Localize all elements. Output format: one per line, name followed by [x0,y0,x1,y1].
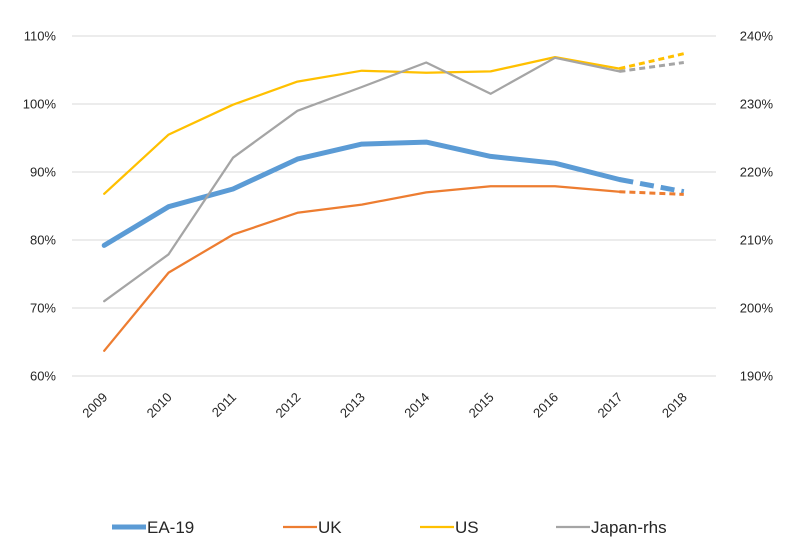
left-tick-label: 80% [30,233,56,248]
x-tick-label: 2012 [272,390,303,421]
legend-label: EA-19 [147,518,194,537]
left-tick-label: 60% [30,369,56,384]
right-tick-label: 230% [740,97,774,112]
series-line-japan-rhs [103,56,621,303]
legend: EA-19 UK US Japan-rhs [112,518,667,537]
left-tick-label: 90% [30,165,56,180]
series-projection-uk [619,190,684,196]
right-tick-label: 220% [740,165,774,180]
x-tick-label: 2016 [530,390,561,421]
x-tick-label: 2013 [337,390,368,421]
series-projection-japan-rhs [619,61,685,73]
series-line-us [103,55,621,195]
right-tick-label: 210% [740,233,774,248]
legend-label: UK [318,518,342,537]
legend-label: Japan-rhs [591,518,667,537]
series-line-uk [103,185,621,352]
right-y-axis: 190% 200% 210% 220% 230% 240% [740,29,774,384]
x-tick-label: 2011 [209,390,239,420]
x-tick-label: 2009 [79,390,110,421]
right-tick-label: 240% [740,29,774,44]
series-lines [101,52,685,352]
x-tick-label: 2010 [144,390,175,421]
x-tick-label: 2014 [401,390,432,421]
left-tick-label: 70% [30,301,56,316]
left-tick-label: 100% [23,97,57,112]
right-tick-label: 200% [740,301,774,316]
series-projection-us [619,52,685,71]
x-tick-label: 2018 [659,390,690,421]
right-tick-label: 190% [740,369,774,384]
series-projection-ea-19 [618,177,685,195]
left-y-axis: 60% 70% 80% 90% 100% 110% [23,29,57,384]
x-tick-label: 2015 [466,390,497,421]
series-line-ea-19 [101,139,622,248]
legend-label: US [455,518,479,537]
left-tick-label: 110% [24,29,57,44]
x-tick-label: 2017 [594,390,625,421]
x-axis: 2009 2010 2011 2012 2013 2014 2015 2016 2017 2018 [72,375,716,421]
